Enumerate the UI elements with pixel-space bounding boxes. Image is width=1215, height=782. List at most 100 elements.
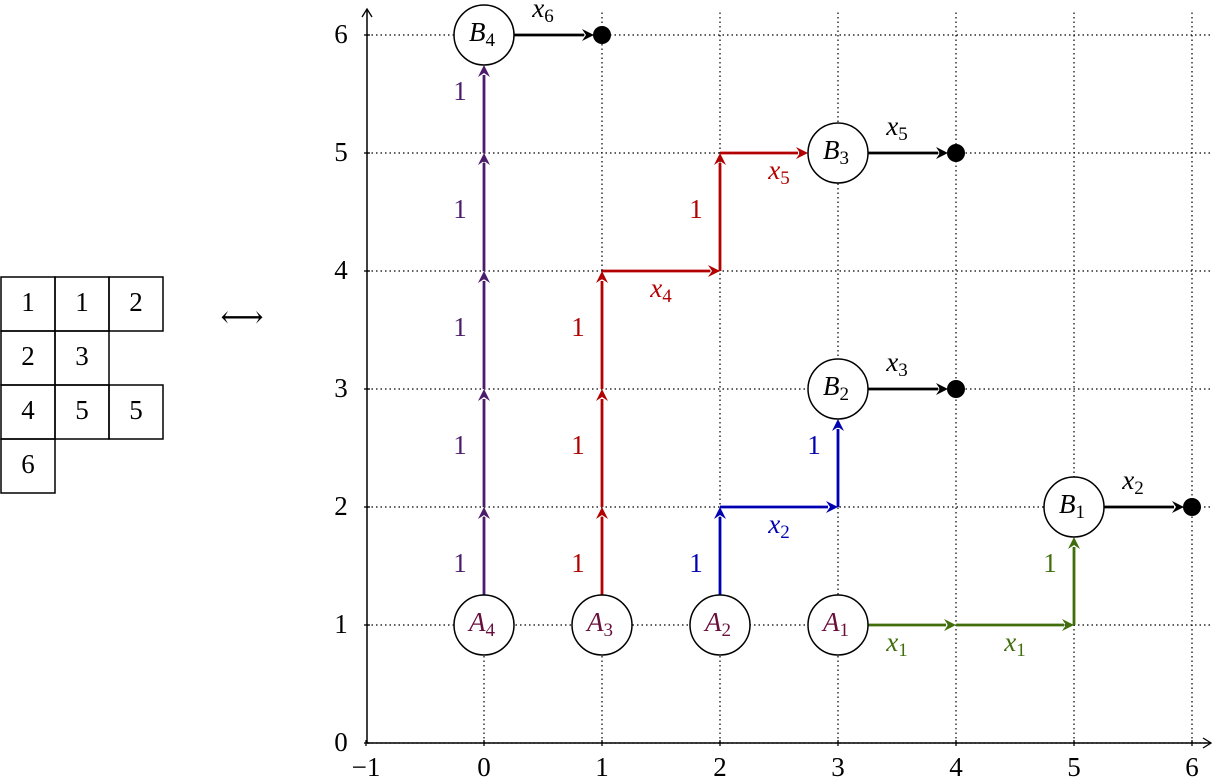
edge-label: 1 xyxy=(453,548,467,578)
edge-label-text: 1 xyxy=(571,430,585,460)
connector: ⟷ xyxy=(220,301,263,334)
node-label: B2 xyxy=(823,371,849,405)
x-tick-label: 6 xyxy=(1185,752,1199,782)
edge-label: x3 xyxy=(885,347,907,381)
node-sub: 4 xyxy=(486,30,496,51)
edge-label-sub: 1 xyxy=(898,640,908,661)
edge-label: 1 xyxy=(571,548,585,578)
arrowhead xyxy=(832,419,844,431)
arrowhead xyxy=(478,389,490,401)
edge-label-text: 1 xyxy=(807,430,821,460)
node-letter: A xyxy=(703,607,722,637)
y-tick-label: 2 xyxy=(334,491,348,521)
tableau-entry: 1 xyxy=(75,287,89,317)
node-sub: 3 xyxy=(840,148,850,169)
y-tick-label: 6 xyxy=(334,19,348,49)
node xyxy=(453,4,515,66)
y-tick-label: 3 xyxy=(334,373,348,403)
tableau-entry: 5 xyxy=(129,395,143,425)
arrowhead xyxy=(478,507,490,519)
edge-label-text: 1 xyxy=(1043,548,1057,578)
edge-label: 1 xyxy=(453,430,467,460)
edge-label-var: x xyxy=(885,627,898,657)
edge-label-var: x xyxy=(767,509,780,539)
edge-label: 1 xyxy=(689,194,703,224)
node-letter: A xyxy=(585,607,604,637)
edge-label: x4 xyxy=(649,273,672,307)
edge-label-sub: 6 xyxy=(544,6,554,27)
edge-label: 1 xyxy=(453,312,467,342)
node-letter: A xyxy=(821,607,840,637)
node-label: A2 xyxy=(703,607,731,641)
node-sub: 1 xyxy=(840,620,850,641)
node-letter: B xyxy=(469,17,486,47)
arrowhead xyxy=(1068,537,1080,549)
x-tick-label: 5 xyxy=(1067,752,1081,782)
node-letter: B xyxy=(1059,489,1076,519)
arrowhead xyxy=(714,507,726,519)
arrowhead xyxy=(1062,619,1074,631)
edge-label: 1 xyxy=(571,312,585,342)
node-label: B1 xyxy=(1059,489,1085,523)
edge-label-text: 1 xyxy=(453,548,467,578)
arrowhead xyxy=(596,389,608,401)
edge-label: 1 xyxy=(453,76,467,106)
node-sub: 4 xyxy=(486,620,496,641)
arrowhead xyxy=(714,153,726,165)
edge-label: 1 xyxy=(807,430,821,460)
arrowhead xyxy=(936,383,948,395)
node-label: B4 xyxy=(469,17,496,51)
edge-label: 1 xyxy=(571,430,585,460)
edge-label-text: 1 xyxy=(453,194,467,224)
node xyxy=(807,122,869,184)
arrowhead xyxy=(478,153,490,165)
tableau-entry: 2 xyxy=(129,287,143,317)
x-tick-label: 1 xyxy=(595,752,609,782)
arrowhead xyxy=(478,271,490,283)
edge-label-var: x xyxy=(1003,627,1016,657)
y-tick-label: 4 xyxy=(334,255,348,285)
x-tick-label: 4 xyxy=(949,752,963,782)
edge-label: x5 xyxy=(885,111,907,145)
arrowhead xyxy=(582,29,594,41)
node xyxy=(807,358,869,420)
edge-label: x6 xyxy=(531,0,553,27)
node-sub: 3 xyxy=(604,620,614,641)
tableau-entry: 2 xyxy=(21,341,35,371)
end-dot xyxy=(947,380,965,398)
y-tick-label: 1 xyxy=(334,609,348,639)
edge-label-text: 1 xyxy=(689,194,703,224)
x-tick-label: 2 xyxy=(713,752,727,782)
node-sub: 2 xyxy=(722,620,732,641)
arrowhead xyxy=(936,147,948,159)
edge-label: x1 xyxy=(1003,627,1025,661)
edge-label-sub: 5 xyxy=(898,124,908,145)
tableau-entry: 5 xyxy=(75,395,89,425)
edge-label-text: 1 xyxy=(453,76,467,106)
tableau-entry: 4 xyxy=(21,395,35,425)
edge-label-sub: 5 xyxy=(780,168,790,189)
y-tick-label: 0 xyxy=(334,727,348,757)
node xyxy=(807,594,869,656)
y-tick-label: 5 xyxy=(334,137,348,167)
edge-label-sub: 2 xyxy=(1134,478,1144,499)
edge-label-sub: 2 xyxy=(780,522,790,543)
tableau-entry: 3 xyxy=(75,341,89,371)
x-axis-arrow xyxy=(1202,737,1213,749)
edge-label: x2 xyxy=(767,509,789,543)
end-dot xyxy=(593,26,611,44)
arrowhead xyxy=(1172,501,1184,513)
y-axis-arrow xyxy=(361,7,373,18)
edge-label-var: x xyxy=(885,111,898,141)
edge-label-text: 1 xyxy=(689,548,703,578)
arrowhead xyxy=(708,265,720,277)
node-sub: 1 xyxy=(1076,502,1086,523)
edge-label: 1 xyxy=(689,548,703,578)
arrowhead xyxy=(944,619,956,631)
node xyxy=(453,594,515,656)
edge-label: 1 xyxy=(453,194,467,224)
edge-label-text: 1 xyxy=(571,548,585,578)
x-tick-label: 0 xyxy=(477,752,491,782)
node xyxy=(1043,476,1105,538)
